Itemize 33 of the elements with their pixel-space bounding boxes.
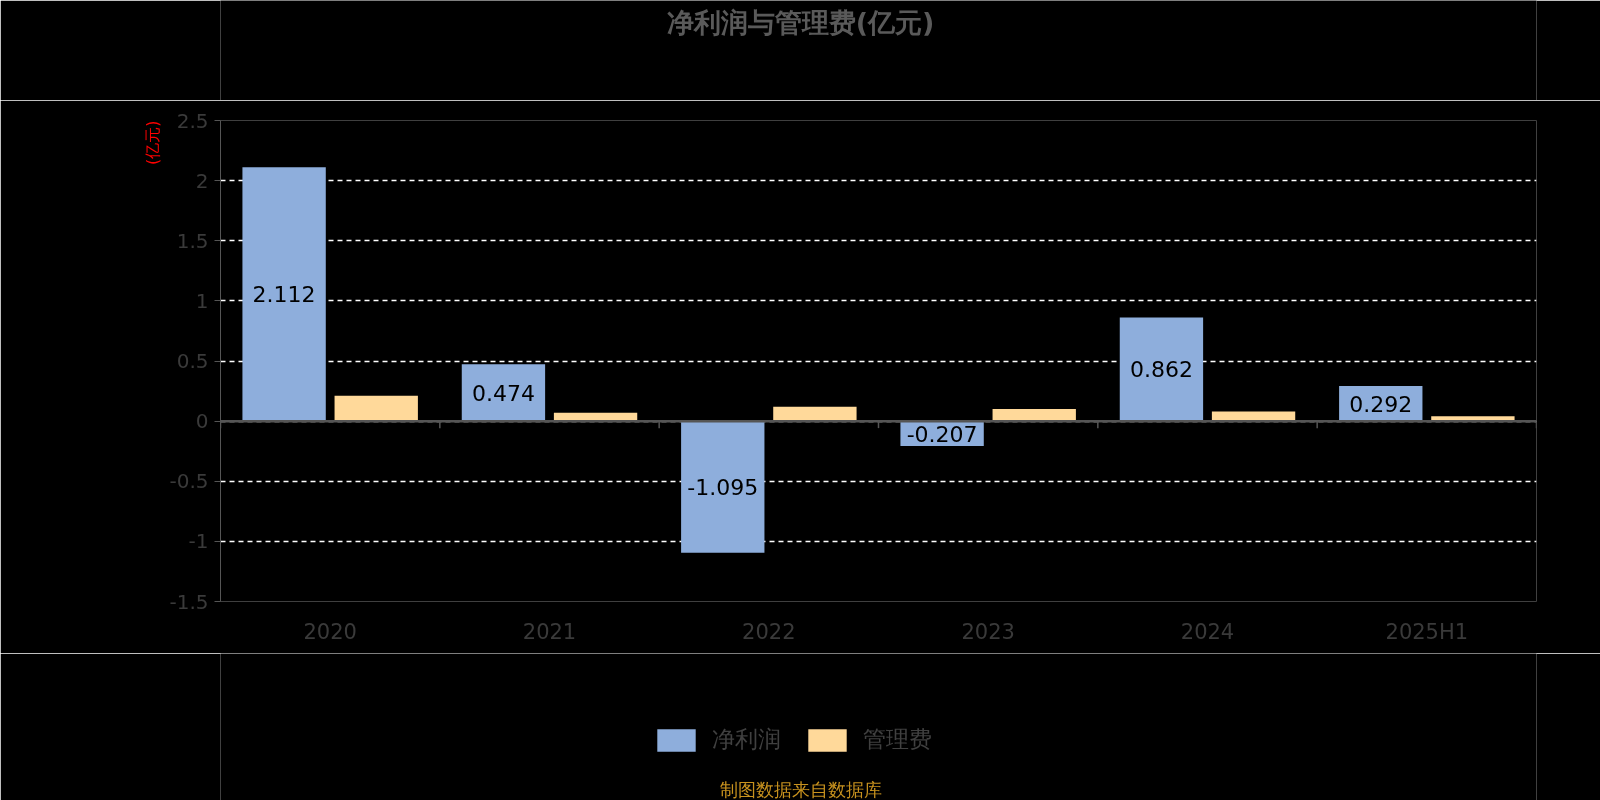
data-label: -0.207 <box>906 421 978 447</box>
x-tick-label: 2025H1 <box>1385 619 1469 644</box>
y-tick-label: -0.5 <box>169 469 209 494</box>
bar <box>773 406 857 422</box>
y-tick-label: -1.5 <box>169 589 209 614</box>
y-tick-label: -1 <box>188 529 209 554</box>
y-axis-title: (亿元) <box>142 120 162 165</box>
y-tick-label: 2.5 <box>176 108 209 133</box>
y-tick-label: 0 <box>195 409 209 434</box>
data-label: 0.474 <box>471 380 535 406</box>
bar <box>681 421 765 553</box>
x-tick-label: 2024 <box>1180 619 1235 644</box>
y-tick-label: 1 <box>195 288 209 313</box>
bar <box>992 409 1076 422</box>
legend-label: 管理费 <box>863 725 932 754</box>
bar <box>461 364 546 422</box>
x-tick-label: 2023 <box>961 619 1015 644</box>
chart-title: 净利润与管理费(亿元) <box>666 7 935 38</box>
x-tick-label: 2022 <box>742 619 796 644</box>
x-tick-label: 2020 <box>303 619 357 644</box>
bar <box>1119 317 1204 422</box>
x-tick-label: 2021 <box>522 619 577 644</box>
y-tick-label: 1.5 <box>176 228 209 253</box>
y-tick-label: 2 <box>195 168 209 193</box>
data-label: 2.112 <box>252 282 316 308</box>
text: 制图数据来自数据库 <box>719 779 882 800</box>
data-label: 0.292 <box>1349 391 1413 417</box>
bar <box>334 395 418 422</box>
data-label: -1.095 <box>687 474 759 500</box>
bar <box>242 167 326 422</box>
y-tick-label: 0.5 <box>176 349 209 373</box>
legend-label: 净利润 <box>712 725 781 754</box>
data-label: 0.862 <box>1129 357 1193 383</box>
